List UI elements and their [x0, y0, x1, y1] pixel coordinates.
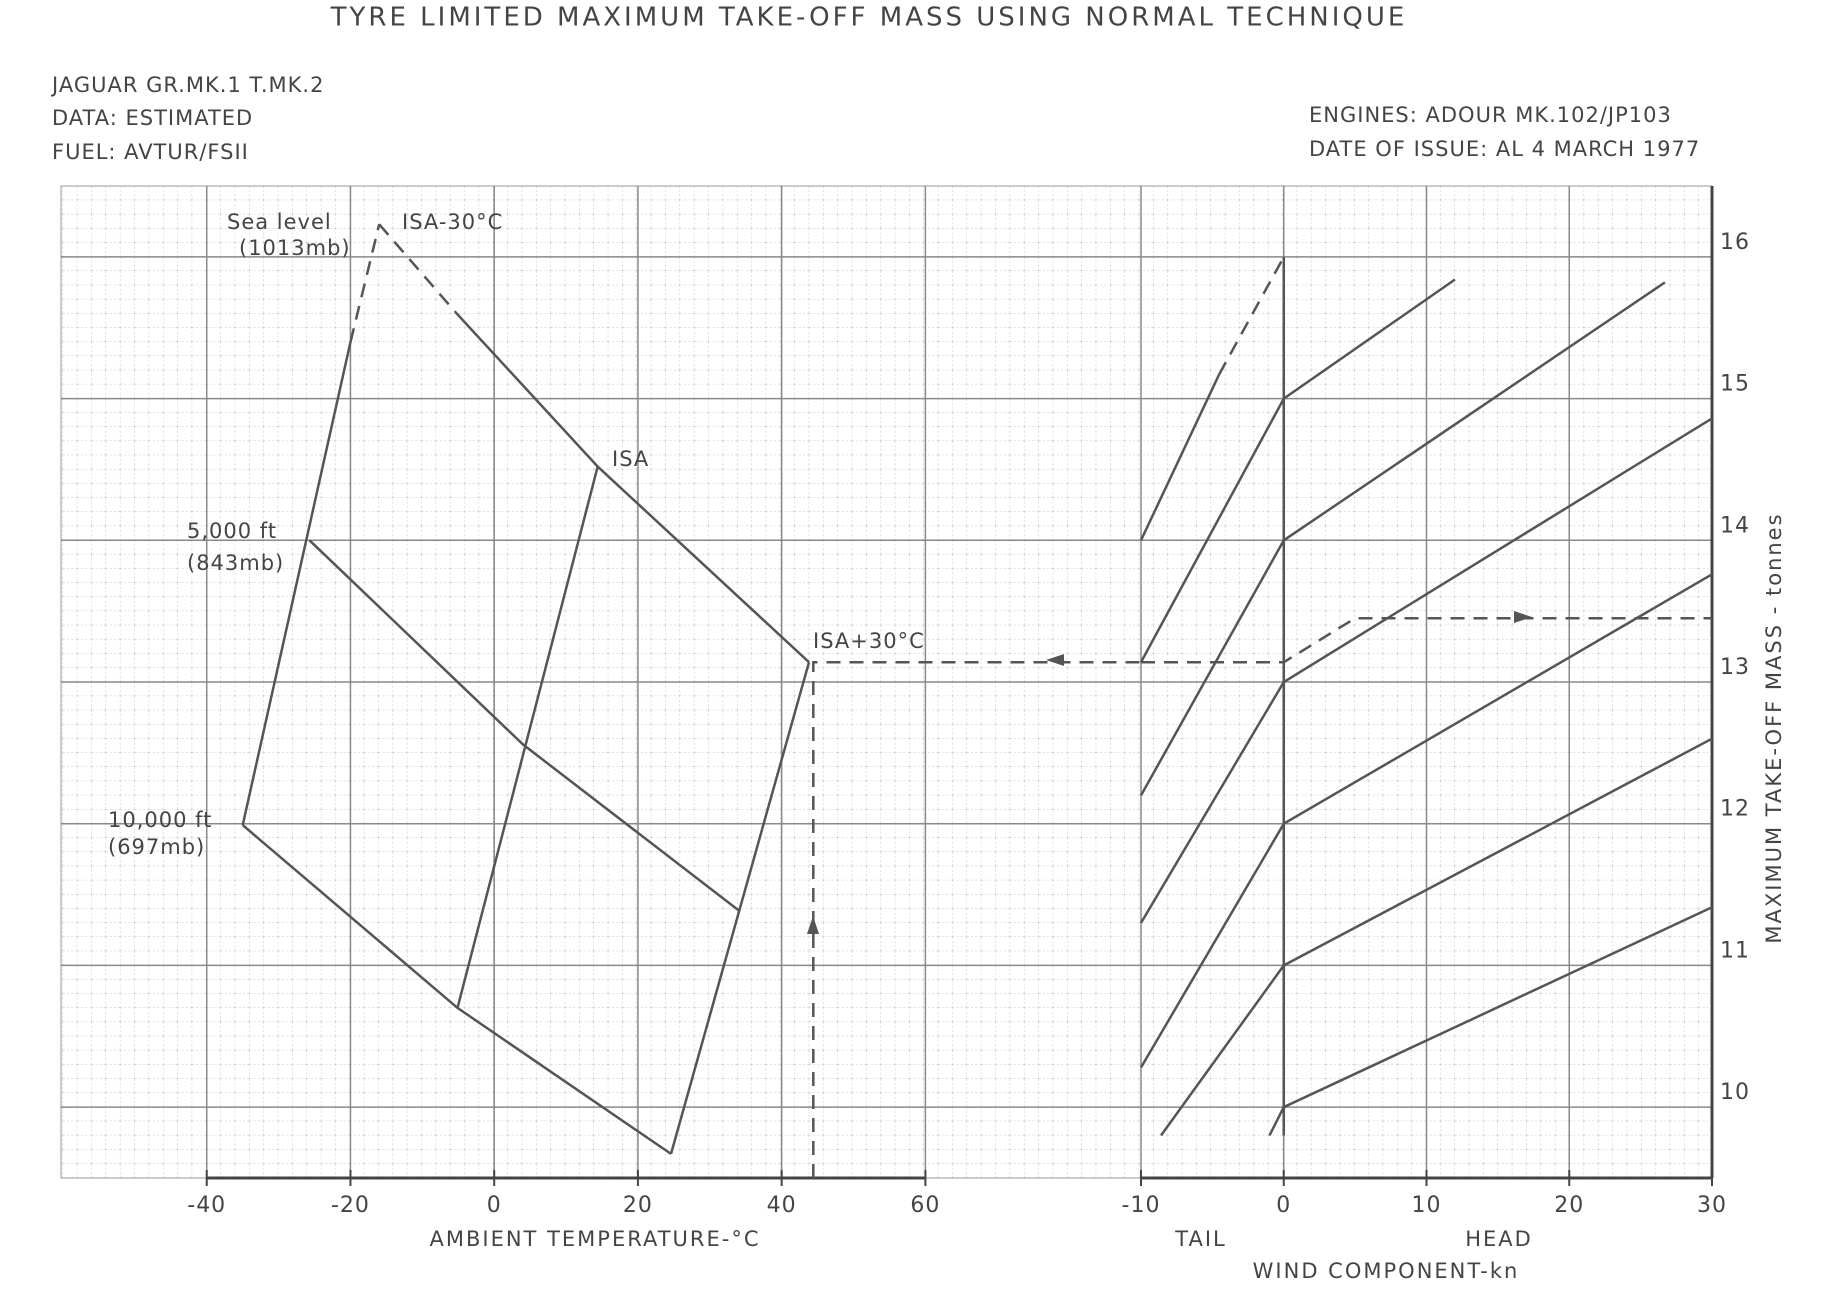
note: JAGUAR GR.MK.1 T.MK.2 — [50, 73, 324, 97]
x-tick-label: 0 — [487, 1193, 502, 1218]
annotation: (1013mb) — [239, 236, 351, 260]
series-line — [812, 660, 1141, 1178]
x-tick-label: -10 — [1122, 1193, 1161, 1218]
note: DATA: ESTIMATED — [52, 106, 253, 130]
series-line — [378, 223, 457, 313]
annotation: Sea level — [227, 210, 332, 234]
x-side-label: TAIL — [1174, 1227, 1226, 1251]
y-tick-label: 15 — [1720, 372, 1750, 397]
series-line — [669, 661, 811, 1155]
x-tick-label: 60 — [910, 1193, 940, 1218]
x-tick-label: 30 — [1697, 1193, 1727, 1218]
x-side-label: HEAD — [1465, 1227, 1533, 1251]
y-axis-label: MAXIMUM TAKE-OFF MASS - tonnes — [1762, 512, 1786, 943]
annotation: (697mb) — [108, 835, 205, 859]
y-tick-label: 12 — [1720, 797, 1750, 822]
note: DATE OF ISSUE: AL 4 MARCH 1977 — [1309, 137, 1700, 161]
y-tick-label: 11 — [1720, 938, 1750, 963]
y-tick-label: 16 — [1720, 230, 1750, 255]
annotation: ISA-30°C — [402, 210, 503, 234]
annotation: (843mb) — [187, 551, 284, 575]
y-tick-label: 13 — [1720, 655, 1750, 680]
y-tick-label: 10 — [1720, 1080, 1750, 1105]
x-axis-label: AMBIENT TEMPERATURE-°C — [430, 1227, 761, 1251]
series-line — [1141, 616, 1712, 664]
series-line — [456, 466, 599, 1009]
x-tick-label: 10 — [1412, 1193, 1442, 1218]
note: FUEL: AVTUR/FSII — [52, 140, 249, 164]
x-tick-label: 0 — [1276, 1193, 1291, 1218]
x-tick-label: -20 — [331, 1193, 370, 1218]
y-tick-label: 14 — [1720, 513, 1750, 538]
x-tick-label: -40 — [187, 1193, 226, 1218]
series-line — [308, 539, 740, 912]
series-line — [241, 341, 352, 826]
annotation: ISA+30°C — [813, 629, 925, 653]
series-line — [1139, 373, 1221, 541]
note: ENGINES: ADOUR MK.102/JP103 — [1309, 103, 1672, 127]
x-axis-label: WIND COMPONENT-kn — [1253, 1259, 1520, 1283]
annotation: 10,000 ft — [108, 808, 212, 832]
x-tick-label: 20 — [1554, 1193, 1584, 1218]
annotation: ISA — [612, 447, 649, 471]
x-tick-label: 20 — [623, 1193, 653, 1218]
x-tick-label: 40 — [767, 1193, 797, 1218]
annotation: 5,000 ft — [187, 519, 277, 543]
series-line — [349, 224, 381, 343]
chart-title: TYRE LIMITED MAXIMUM TAKE-OFF MASS USING… — [330, 3, 1408, 33]
